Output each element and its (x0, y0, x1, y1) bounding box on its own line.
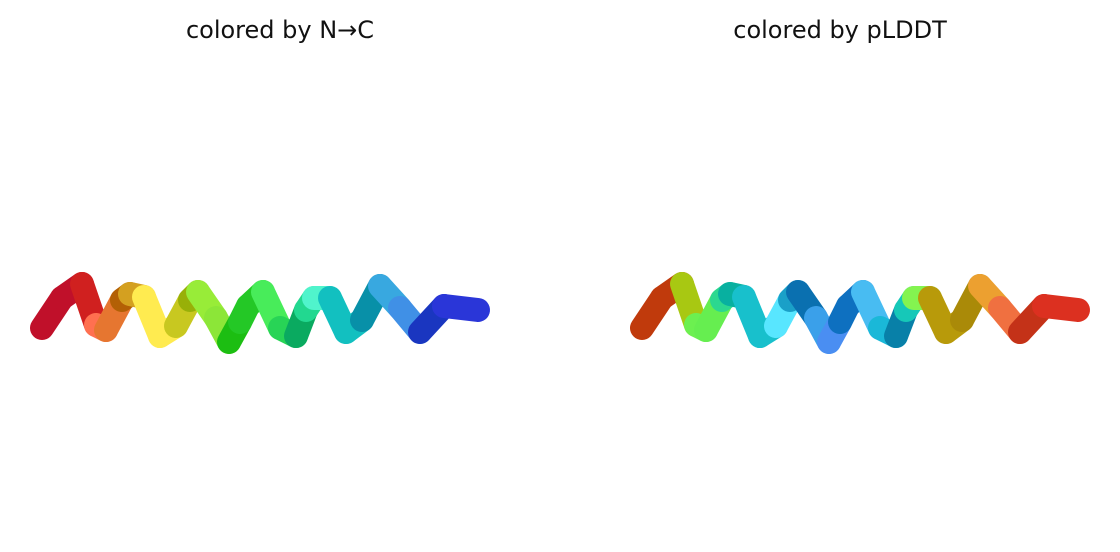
backbone-trace (630, 272, 1090, 354)
backbone-segment (1032, 294, 1090, 322)
panel-n-to-c: colored by N→C (30, 16, 490, 354)
panel-plddt: colored by pLDDT (560, 0, 1120, 552)
backbone-segment (432, 294, 490, 322)
panel-title: colored by pLDDT (733, 16, 947, 44)
panel-title: colored by N→C (185, 16, 375, 44)
backbone-trace (30, 272, 490, 354)
